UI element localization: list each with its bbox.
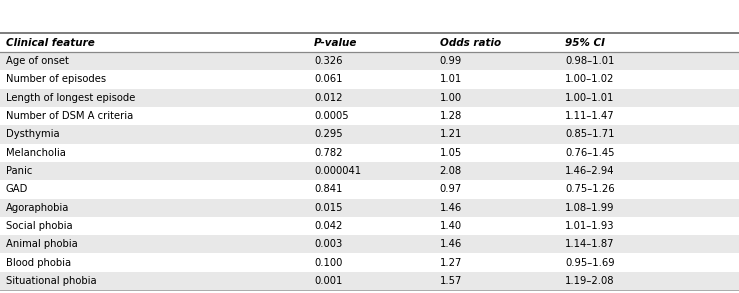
Bar [0, 235, 739, 253]
Text: 1.00: 1.00 [440, 93, 462, 103]
Text: Clinical feature: Clinical feature [6, 38, 95, 48]
Text: 0.001: 0.001 [314, 276, 342, 286]
Bar [0, 34, 739, 52]
Text: 1.11–1.47: 1.11–1.47 [565, 111, 615, 121]
Text: 0.0005: 0.0005 [314, 111, 349, 121]
Text: 0.98–1.01: 0.98–1.01 [565, 56, 615, 66]
Text: Social phobia: Social phobia [6, 221, 72, 231]
Text: 1.08–1.99: 1.08–1.99 [565, 203, 615, 213]
Text: P-value: P-value [314, 38, 358, 48]
Text: 1.57: 1.57 [440, 276, 462, 286]
Text: 0.100: 0.100 [314, 258, 342, 268]
Bar [0, 162, 739, 180]
Text: 1.14–1.87: 1.14–1.87 [565, 239, 615, 249]
Text: 0.85–1.71: 0.85–1.71 [565, 130, 615, 139]
Text: Animal phobia: Animal phobia [6, 239, 78, 249]
Text: 1.46: 1.46 [440, 203, 462, 213]
Text: 1.19–2.08: 1.19–2.08 [565, 276, 615, 286]
Text: 0.75–1.26: 0.75–1.26 [565, 184, 615, 194]
Text: 0.841: 0.841 [314, 184, 342, 194]
Bar [0, 107, 739, 125]
Text: Length of longest episode: Length of longest episode [6, 93, 135, 103]
Text: 1.21: 1.21 [440, 130, 462, 139]
Text: 1.05: 1.05 [440, 148, 462, 158]
Text: 0.782: 0.782 [314, 148, 343, 158]
Text: 0.76–1.45: 0.76–1.45 [565, 148, 615, 158]
Text: 0.295: 0.295 [314, 130, 343, 139]
Text: Panic: Panic [6, 166, 33, 176]
Text: 1.01–1.93: 1.01–1.93 [565, 221, 615, 231]
Text: 0.97: 0.97 [440, 184, 462, 194]
Bar [0, 253, 739, 272]
Bar [0, 88, 739, 107]
Text: 1.01: 1.01 [440, 74, 462, 84]
Text: 1.00–1.01: 1.00–1.01 [565, 93, 615, 103]
Text: 0.042: 0.042 [314, 221, 342, 231]
Text: Blood phobia: Blood phobia [6, 258, 71, 268]
Bar [0, 217, 739, 235]
Text: 1.27: 1.27 [440, 258, 462, 268]
Text: Agoraphobia: Agoraphobia [6, 203, 69, 213]
Text: 0.326: 0.326 [314, 56, 343, 66]
Text: 1.46: 1.46 [440, 239, 462, 249]
Text: 2.08: 2.08 [440, 166, 462, 176]
Text: Odds ratio: Odds ratio [440, 38, 501, 48]
Bar [0, 70, 739, 88]
Bar [0, 52, 739, 70]
Text: 0.061: 0.061 [314, 74, 343, 84]
Text: Number of DSM A criteria: Number of DSM A criteria [6, 111, 133, 121]
Bar [0, 125, 739, 144]
Text: 0.015: 0.015 [314, 203, 343, 213]
Text: Melancholia: Melancholia [6, 148, 66, 158]
Text: 95% CI: 95% CI [565, 38, 605, 48]
Text: 0.99: 0.99 [440, 56, 462, 66]
Text: 0.95–1.69: 0.95–1.69 [565, 258, 615, 268]
Text: Situational phobia: Situational phobia [6, 276, 97, 286]
Bar [0, 180, 739, 199]
Text: Number of episodes: Number of episodes [6, 74, 106, 84]
Bar [0, 272, 739, 290]
Text: Age of onset: Age of onset [6, 56, 69, 66]
Text: 1.00–1.02: 1.00–1.02 [565, 74, 615, 84]
Text: 1.40: 1.40 [440, 221, 462, 231]
Bar [0, 199, 739, 217]
Text: GAD: GAD [6, 184, 28, 194]
Text: 0.003: 0.003 [314, 239, 342, 249]
Text: 0.012: 0.012 [314, 93, 343, 103]
Text: 1.46–2.94: 1.46–2.94 [565, 166, 615, 176]
Text: 0.000041: 0.000041 [314, 166, 361, 176]
Text: 1.28: 1.28 [440, 111, 462, 121]
Bar [0, 144, 739, 162]
Text: Dysthymia: Dysthymia [6, 130, 60, 139]
